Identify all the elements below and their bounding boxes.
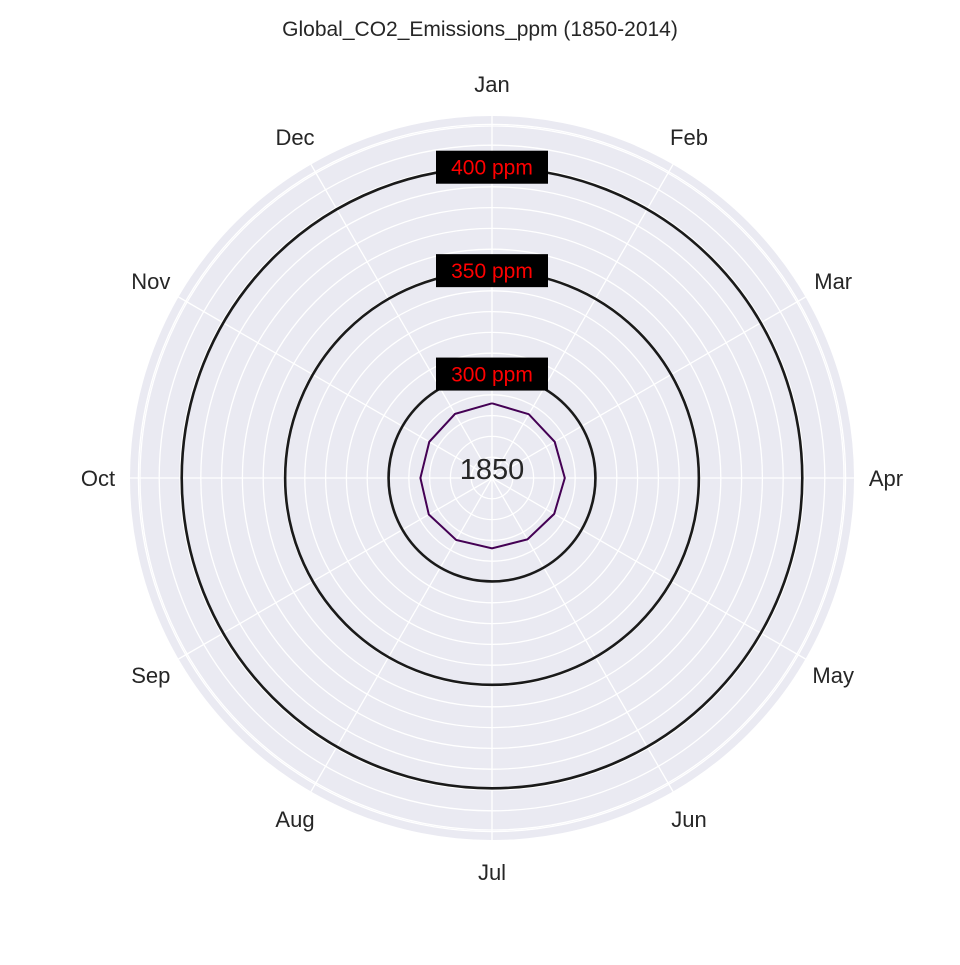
month-label-may: May bbox=[812, 663, 854, 688]
month-label-jun: Jun bbox=[671, 807, 706, 832]
month-label-dec: Dec bbox=[275, 125, 314, 150]
month-label-apr: Apr bbox=[869, 466, 903, 491]
month-label-jul: Jul bbox=[478, 860, 506, 885]
chart-title: Global_CO2_Emissions_ppm (1850-2014) bbox=[282, 18, 678, 41]
month-label-feb: Feb bbox=[670, 125, 708, 150]
ring-label-text: 300 ppm bbox=[451, 364, 533, 387]
month-label-jan: Jan bbox=[474, 72, 509, 97]
ring-label-300: 300 ppm bbox=[436, 358, 548, 391]
month-label-sep: Sep bbox=[131, 663, 170, 688]
ring-label-350: 350 ppm bbox=[436, 254, 548, 287]
ring-label-400: 400 ppm bbox=[436, 151, 548, 184]
ring-label-text: 350 ppm bbox=[451, 260, 533, 283]
month-label-nov: Nov bbox=[131, 269, 170, 294]
month-label-mar: Mar bbox=[814, 269, 852, 294]
center-year-label: 1850 bbox=[460, 454, 525, 486]
month-label-aug: Aug bbox=[275, 807, 314, 832]
ring-label-text: 400 ppm bbox=[451, 157, 533, 180]
month-label-oct: Oct bbox=[81, 466, 115, 491]
